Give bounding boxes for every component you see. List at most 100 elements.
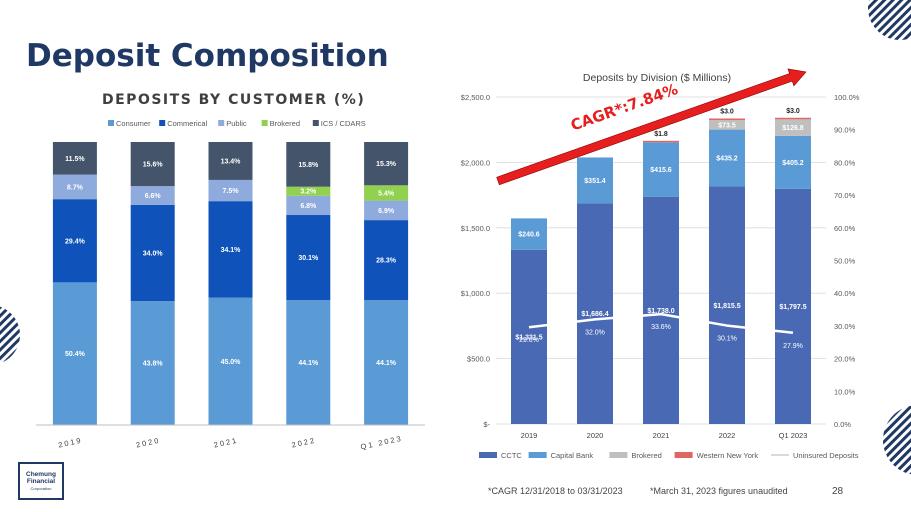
data-label: $73.5: [718, 122, 736, 129]
left-chart-title: DEPOSITS BY CUSTOMER (%): [102, 92, 366, 108]
bar-segment: [130, 142, 175, 187]
data-label: 30.1%: [298, 255, 319, 262]
y2-tick-label: 70.0%: [834, 191, 856, 200]
bar-segment: [511, 218, 547, 250]
bar-segment: [286, 186, 331, 196]
x-tick-label: 2020: [587, 431, 604, 440]
data-label: $1,738.0: [647, 308, 674, 315]
right-chart-title: Deposits by Division ($ Millions): [583, 72, 731, 84]
y-tick-label: $2,500.0: [461, 93, 490, 102]
data-label: 44.1%: [376, 360, 397, 367]
legend-swatch-public: [218, 120, 225, 126]
bar-segment: [709, 129, 745, 187]
data-label: 6.9%: [378, 208, 395, 215]
logo-text-2: Financial: [26, 477, 56, 485]
bar-segment: [208, 179, 253, 202]
legend-label: Uninsured Deposits: [793, 451, 859, 460]
bar-segment: [643, 140, 679, 143]
data-label: 15.6%: [143, 162, 164, 169]
bar-segment: [511, 249, 547, 424]
legend-label: Western New York: [697, 451, 759, 460]
bar-segment: [208, 297, 253, 425]
bar-segment: [775, 119, 811, 136]
cagr-arrow-shape: [496, 68, 807, 186]
x-tick-label: Q1 2023: [779, 431, 808, 440]
legend-swatch: [528, 452, 547, 458]
bar-segment: [364, 220, 409, 301]
x-tick-label: 2021: [653, 431, 670, 440]
legend-label: CCTC: [501, 451, 522, 460]
data-label: 29.4%: [65, 238, 86, 245]
bar-segment: [364, 142, 409, 186]
bar-segment: [364, 185, 409, 201]
data-label: 5.4%: [378, 190, 395, 197]
bar-segment: [709, 119, 745, 130]
bar-segment: [709, 118, 745, 120]
data-label: $351.4: [584, 178, 606, 185]
legend-label: Commerical: [167, 119, 207, 128]
bar-segment: [208, 201, 253, 298]
bar-segment: [364, 200, 409, 221]
y-tick-label: $2,000.0: [461, 158, 490, 167]
data-label: 7.5%: [223, 188, 240, 195]
stripe-circle-top-right: [868, 0, 911, 40]
y-tick-label: $1,500.0: [461, 224, 490, 233]
bar-segment: [52, 142, 97, 175]
cagr-arrow: [496, 68, 807, 186]
legend-label: ICS / CDARS: [321, 119, 366, 128]
bar-segment: [577, 157, 613, 204]
stripe-circle-left: [0, 306, 20, 364]
data-label: 34.0%: [143, 250, 164, 257]
footnote-unaudited: *March 31, 2023 figures unaudited: [650, 486, 788, 496]
data-label: $415.6: [650, 167, 672, 174]
legend-swatch-consumer: [108, 120, 114, 126]
data-label: 45.0%: [221, 359, 242, 366]
y-tick-label: $500.0: [467, 355, 490, 364]
data-label: $240.6: [518, 232, 540, 239]
data-label: 15.8%: [298, 162, 319, 169]
data-label: 44.1%: [298, 360, 319, 367]
y-tick-label: $1,000.0: [461, 289, 490, 298]
line-data-label: 33.6%: [651, 324, 671, 331]
y2-tick-label: 80.0%: [834, 158, 856, 167]
bar-segment: [130, 301, 175, 425]
bar-segment: [364, 300, 409, 425]
data-label: $435.2: [716, 156, 738, 163]
bar-segment: [775, 188, 811, 424]
legend-swatch-brokered: [261, 120, 268, 126]
bar-segment: [208, 142, 253, 180]
company-logo: Chemung Financial Corporation: [18, 462, 64, 500]
bar-segment: [130, 204, 175, 302]
y2-tick-label: 0.0%: [834, 420, 851, 429]
bar-segment: [286, 215, 331, 301]
legend-label: Public: [226, 119, 247, 128]
legend-label: Brokered: [270, 119, 300, 128]
data-label: $1,686.4: [581, 311, 608, 318]
y2-tick-label: 30.0%: [834, 322, 856, 331]
data-label: 28.3%: [376, 258, 397, 265]
data-label: 50.4%: [65, 351, 86, 358]
data-label: 3.2%: [300, 189, 317, 196]
bar-segment: [130, 186, 175, 205]
page-number: 28: [832, 486, 844, 497]
x-tick-label: 2019: [521, 431, 538, 440]
data-label: 15.3%: [376, 161, 397, 168]
logo-text-3: Corporation: [30, 485, 52, 491]
logo-text-1: Chemung: [26, 470, 56, 478]
data-label: 43.8%: [143, 361, 164, 368]
data-label: 6.8%: [300, 203, 317, 210]
y2-tick-label: 100.0%: [834, 93, 860, 102]
bar-segment: [52, 282, 97, 425]
data-label: $126.8: [782, 125, 804, 132]
stripe-circle-bottom-right: [883, 405, 911, 475]
line-data-label: 32.0%: [585, 329, 605, 336]
data-label: 6.6%: [145, 193, 162, 200]
data-label-western-ny: $1.8: [654, 131, 668, 138]
data-label: 8.7%: [67, 184, 84, 191]
bar-segment: [52, 199, 97, 283]
data-label: $1,331.5: [515, 334, 542, 341]
y2-tick-label: 50.0%: [834, 257, 856, 266]
